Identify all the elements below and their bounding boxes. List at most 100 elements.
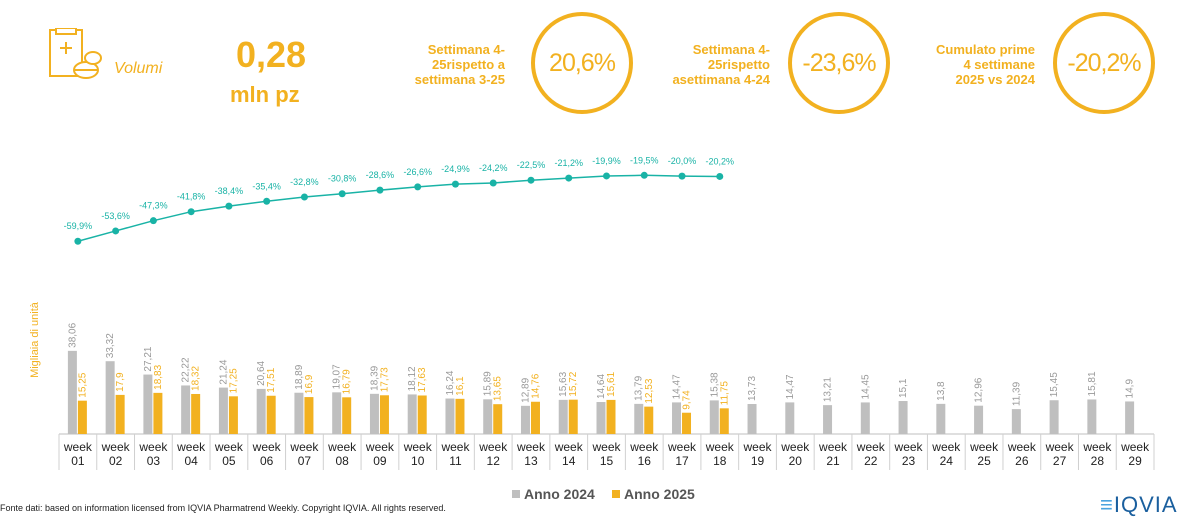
x-tick-label: week 09 [365, 440, 394, 468]
bar-value-label: 14,45 [860, 374, 871, 399]
bar-value-label: 17,25 [228, 368, 239, 393]
bar [483, 399, 493, 434]
bar [369, 393, 379, 434]
line-point [678, 172, 686, 180]
bar [719, 408, 729, 434]
line-value-label: -32,8% [290, 177, 319, 187]
x-tick-label: week 27 [1045, 440, 1074, 468]
line-point [527, 176, 535, 184]
line-value-label: -41,8% [177, 192, 206, 202]
volume-value: 0,28 [236, 34, 307, 75]
legend-swatch [612, 490, 620, 498]
x-tick-label: week 06 [252, 440, 281, 468]
bar [115, 394, 125, 434]
line-point [489, 179, 497, 187]
bar [77, 400, 87, 434]
bar-value-label: 18,83 [153, 364, 164, 389]
x-tick-label: week 02 [101, 440, 130, 468]
bar-value-label: 18,32 [191, 366, 202, 391]
bar-value-label: 16,79 [342, 369, 353, 394]
line-value-label: -47,3% [139, 201, 168, 211]
bar-value-label: 14,64 [596, 374, 607, 399]
volume-icon [49, 28, 102, 79]
x-tick-label: week 17 [668, 440, 697, 468]
x-tick-label: week 16 [630, 440, 659, 468]
bar-value-label: 14,9 [1125, 379, 1136, 399]
bar-value-label: 15,89 [483, 371, 494, 396]
line-value-label: -26,6% [403, 167, 432, 177]
bar-value-label: 12,89 [520, 377, 531, 402]
bar [1125, 401, 1135, 434]
bar-value-label: 14,47 [785, 374, 796, 399]
bar-value-label: 13,8 [936, 381, 947, 401]
x-tick-label: week 14 [554, 440, 583, 468]
bar [332, 392, 342, 434]
line-point [149, 217, 157, 225]
bar [455, 398, 465, 434]
bar [67, 350, 77, 434]
kpi-value: -23,6% [788, 12, 890, 114]
bar-value-label: 21,24 [218, 359, 229, 384]
line-point [112, 227, 120, 235]
bar-value-label: 12,96 [974, 377, 985, 402]
x-tick-label: week 29 [1121, 440, 1150, 468]
bar [785, 402, 795, 434]
bar-value-label: 13,79 [634, 375, 645, 400]
x-tick-label: week 22 [856, 440, 885, 468]
line-value-label: -20,2% [706, 156, 735, 166]
line-point [603, 172, 610, 180]
x-tick-label: week 04 [177, 440, 206, 468]
bar-value-label: 13,21 [823, 377, 834, 402]
bar-value-label: 18,39 [369, 365, 380, 390]
bar-value-label: 16,9 [304, 374, 315, 394]
bar-value-label: 17,9 [115, 372, 126, 392]
bar [568, 399, 578, 434]
x-tick-label: week 24 [932, 440, 961, 468]
x-tick-label: week 05 [214, 440, 243, 468]
bar [596, 402, 606, 434]
bar [407, 394, 417, 434]
bar [682, 412, 692, 434]
line-point [74, 237, 82, 245]
line-value-label: -35,4% [252, 181, 281, 191]
line-point [263, 197, 271, 205]
bar [823, 405, 833, 434]
bar-value-label: 15,38 [709, 372, 720, 397]
x-tick-label: week 10 [403, 440, 432, 468]
line-value-label: -22,5% [517, 160, 546, 170]
bar-value-label: 18,89 [294, 364, 305, 389]
bar [379, 395, 389, 434]
x-tick-label: week 01 [63, 440, 92, 468]
bar-value-label: 16,24 [445, 370, 456, 395]
bar [1011, 409, 1021, 434]
bar-value-label: 17,51 [266, 367, 277, 392]
x-tick-label: week 28 [1083, 440, 1112, 468]
bar [228, 396, 238, 434]
x-tick-label: week 08 [328, 440, 357, 468]
bar-value-label: 33,32 [105, 333, 116, 358]
x-tick-label: week 26 [1007, 440, 1036, 468]
bar-value-label: 12,53 [644, 378, 655, 403]
bar-value-label: 9,74 [682, 390, 693, 410]
bar [644, 406, 654, 434]
bar [342, 397, 352, 434]
x-tick-label: week 15 [592, 440, 621, 468]
bar [974, 405, 984, 434]
bar [860, 402, 870, 434]
logo-text: IQVIA [1113, 492, 1178, 517]
bar-value-label: 11,75 [719, 381, 730, 406]
line-value-label: -59,9% [64, 221, 93, 231]
y-axis-label: Migliaia di unità [29, 301, 41, 378]
volume-unit: mln pz [230, 82, 300, 107]
line-value-label: -53,6% [101, 211, 130, 221]
line-value-label: -28,6% [366, 170, 395, 180]
bar [181, 385, 191, 434]
bar [747, 404, 757, 434]
source: Fonte dati: based on information license… [0, 503, 446, 513]
line-point [716, 172, 724, 180]
line-value-label: -38,4% [215, 186, 244, 196]
line-value-label: -19,9% [592, 156, 621, 166]
x-tick-label: week 03 [139, 440, 168, 468]
bar [1087, 399, 1097, 434]
x-tick-label: week 19 [743, 440, 772, 468]
